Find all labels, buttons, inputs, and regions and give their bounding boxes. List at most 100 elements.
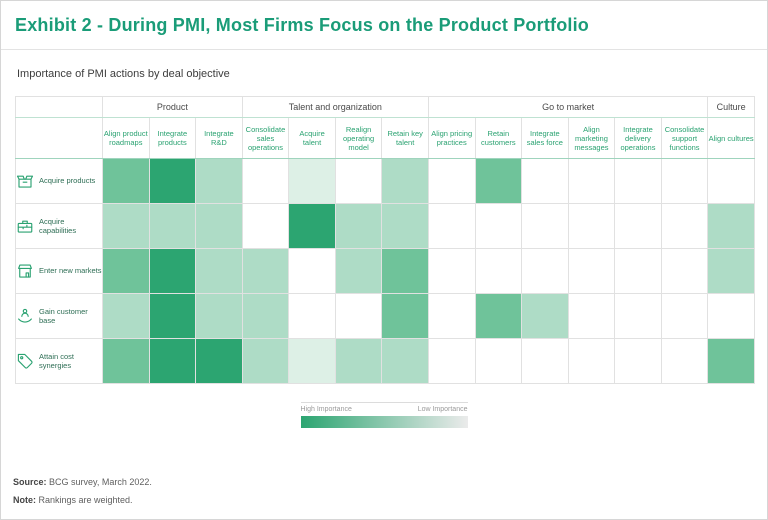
heatmap-cell [148, 248, 197, 294]
note-line: Note: Rankings are weighted. [13, 495, 152, 505]
heatmap-cell [102, 338, 150, 384]
heatmap-cell [474, 338, 523, 384]
heatmap-cell [102, 158, 150, 204]
heatmap-cell [707, 203, 755, 249]
heatmap-cell [427, 203, 476, 249]
heatmap-cell [614, 248, 662, 294]
heatmap-cell [707, 248, 755, 294]
source-text: BCG survey, March 2022. [46, 477, 152, 487]
heatmap-cell [102, 293, 150, 339]
column-header: Integrate products [148, 117, 197, 159]
column-header: Retain key talent [381, 117, 429, 159]
heatmap-cell [474, 158, 523, 204]
column-header: Align pricing practices [427, 117, 476, 159]
heatmap-cell [148, 158, 197, 204]
heatmap-cell [334, 338, 383, 384]
column-header: Integrate delivery operations [614, 117, 662, 159]
legend-low-label: Low Importance [417, 406, 468, 413]
heatmap-cell [288, 338, 336, 384]
heatmap-cell [707, 338, 755, 384]
price-tag-icon [16, 352, 34, 370]
heatmap-cell [567, 293, 616, 339]
heatmap-cell [707, 158, 755, 204]
column-header-row: Align product roadmaps Integrate products… [15, 117, 755, 159]
products-box-icon [16, 172, 34, 190]
row-header: Attain cost synergies [15, 338, 103, 384]
heatmap-cell [660, 293, 709, 339]
row-label: Acquire products [39, 176, 96, 186]
row-header: Enter new markets [15, 248, 103, 294]
row-label: Gain customer base [39, 306, 88, 325]
heatmap-cell [334, 248, 383, 294]
row-header: Acquire capabilities [15, 203, 103, 249]
heatmap-cell [660, 338, 709, 384]
heatmap-cell [288, 293, 336, 339]
column-header: Acquire talent [288, 117, 336, 159]
heatmap-cell [567, 248, 616, 294]
exhibit-title: Exhibit 2 - During PMI, Most Firms Focus… [15, 15, 590, 35]
storefront-icon [16, 262, 34, 280]
legend-labels: High Importance Low Importance [300, 402, 468, 416]
heatmap-cell [241, 158, 290, 204]
heatmap-cell [288, 158, 336, 204]
row-label: Acquire capabilities [39, 216, 77, 235]
column-header: Integrate R&D [195, 117, 243, 159]
column-header: Align cultures [707, 117, 755, 159]
heatmap-cell [288, 248, 336, 294]
heatmap-cell [474, 248, 523, 294]
legend-high-label: High Importance [300, 406, 352, 413]
row-label: Enter new markets [39, 266, 102, 276]
heatmap-cell [660, 203, 709, 249]
heatmap-cell [567, 338, 616, 384]
heatmap-cell [660, 158, 709, 204]
group-header-row: Product Talent and organization Go to mark… [15, 96, 755, 118]
table-row: Gain customer base [15, 293, 755, 339]
row-header: Gain customer base [15, 293, 103, 339]
column-header: Integrate sales force [521, 117, 569, 159]
column-header: Retain customers [474, 117, 523, 159]
customer-hand-icon [16, 307, 34, 325]
column-header: Align marketing messages [567, 117, 616, 159]
row-label: Attain cost synergies [39, 351, 75, 370]
heatmap-cell [614, 203, 662, 249]
legend-gradient-bar [300, 416, 468, 428]
heatmap-cell [707, 293, 755, 339]
heatmap-cell [381, 248, 429, 294]
corner-cell [15, 96, 103, 118]
heatmap-cell [427, 338, 476, 384]
heatmap-cell [288, 203, 336, 249]
heatmap-cell [567, 158, 616, 204]
heatmap-cell [334, 158, 383, 204]
heatmap-cell [195, 203, 243, 249]
heatmap-cell [381, 203, 429, 249]
heatmap-cell [148, 293, 197, 339]
table-row: Attain cost synergies [15, 338, 755, 384]
heatmap-cell [334, 293, 383, 339]
column-group-label: Go to market [427, 96, 709, 118]
table-row: Enter new markets [15, 248, 755, 294]
heatmap-cell [474, 293, 523, 339]
capabilities-case-icon [16, 217, 34, 235]
heatmap-cell [567, 203, 616, 249]
row-header: Acquire products [15, 158, 103, 204]
heatmap-cell [241, 293, 290, 339]
note-label: Note: [13, 495, 36, 505]
heatmap-cell [614, 293, 662, 339]
heatmap-cell [195, 158, 243, 204]
heatmap-cell [381, 293, 429, 339]
heatmap-cell [521, 158, 569, 204]
heatmap-cell [521, 248, 569, 294]
heatmap-cell [427, 248, 476, 294]
note-text: Rankings are weighted. [36, 495, 133, 505]
column-header: Consolidate support functions [660, 117, 709, 159]
heatmap-table: Product Talent and organization Go to mark… [15, 96, 755, 384]
legend: High Importance Low Importance [300, 402, 468, 428]
heatmap-matrix: Product Talent and organization Go to mark… [15, 96, 755, 384]
table-row: Acquire capabilities [15, 203, 755, 249]
heatmap-cell [241, 248, 290, 294]
heatmap-cell [521, 293, 569, 339]
heatmap-cell [614, 338, 662, 384]
column-header: Align product roadmaps [102, 117, 150, 159]
heatmap-cell [614, 158, 662, 204]
